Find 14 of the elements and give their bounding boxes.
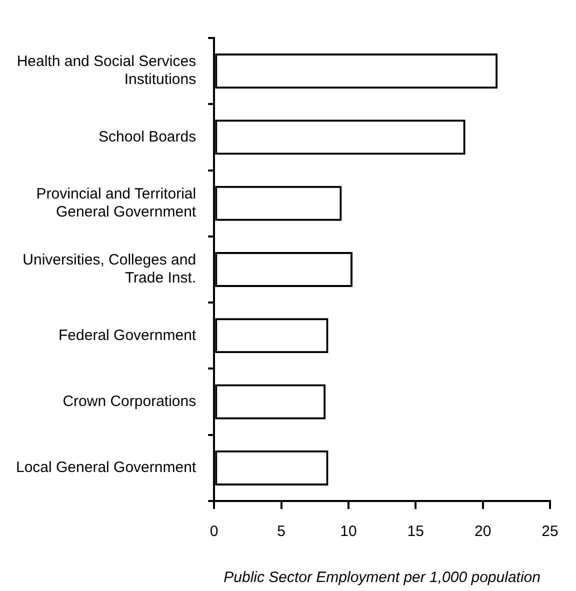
y-tick-label: Provincial and Territorial General Government [36, 186, 197, 220]
y-tick-label: Federal Government [58, 326, 197, 344]
y-tick-label: Universities, Colleges and Trade Inst. [22, 252, 196, 287]
y-tick-label: School Boards [98, 128, 196, 146]
x-tick-label: 20 [474, 523, 492, 540]
y-tick-label: Health and Social Services Institutions [16, 53, 196, 88]
x-tick-label: 15 [407, 523, 424, 540]
x-tick-label: 10 [340, 523, 357, 540]
x-tick-label: 25 [542, 523, 558, 540]
x-tick-label: 5 [277, 523, 286, 540]
y-tick-label: Crown Corporations [62, 392, 196, 410]
x-tick-label: 0 [210, 523, 218, 540]
x-axis-title: Public Sector Employment per 1,000 population [224, 569, 540, 586]
y-tick-label: Local General Government [16, 459, 197, 476]
